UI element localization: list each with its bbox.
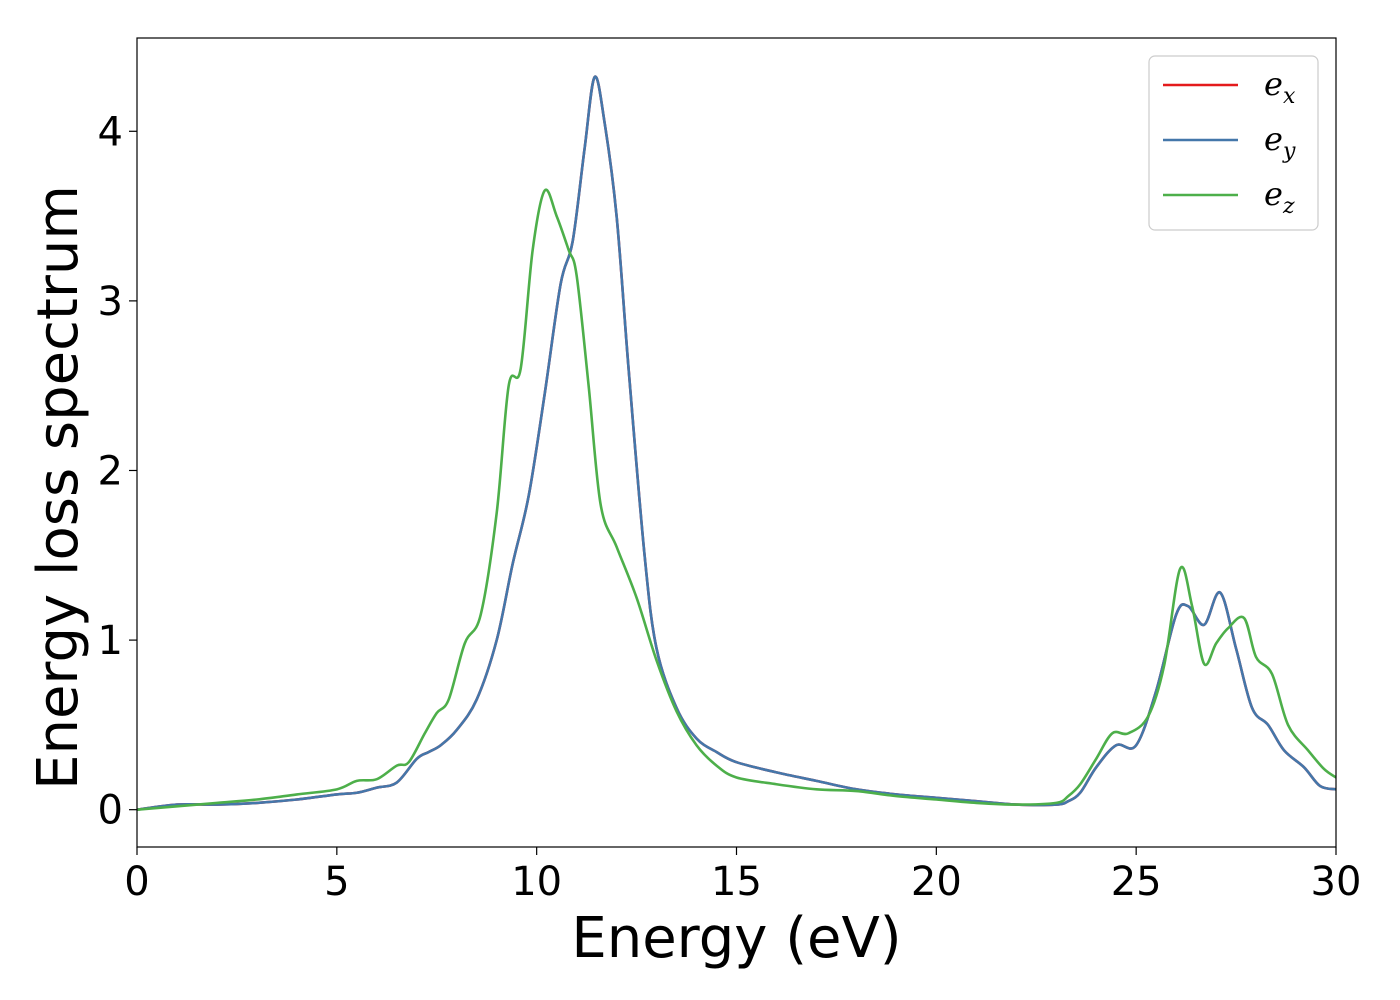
x-tick-label: 15 [711, 859, 762, 905]
y-axis-label: Energy loss spectrum [26, 185, 91, 790]
series-line-ey [137, 75, 1336, 811]
x-tick-label: 20 [911, 859, 962, 905]
y-tick-label: 1 [98, 618, 123, 664]
y-tick-label: 4 [98, 109, 123, 155]
x-tick-label: 30 [1311, 859, 1362, 905]
x-tick-label: 5 [324, 859, 349, 905]
legend: ex ey ez [1148, 55, 1319, 231]
y-tick-label: 3 [98, 279, 123, 325]
x-tick-label: 0 [124, 859, 149, 905]
y-tick-label: 2 [98, 448, 123, 494]
series-line-ez [137, 188, 1336, 811]
x-axis: 0 5 10 15 20 25 30 [124, 847, 1361, 905]
legend-box [1148, 55, 1319, 231]
y-axis: 0 1 2 3 4 [98, 109, 137, 834]
x-tick-label: 25 [1111, 859, 1162, 905]
legend-label: ey [1264, 120, 1296, 164]
series-layer [137, 75, 1336, 811]
y-tick-label: 0 [98, 788, 123, 834]
x-axis-label: Energy (eV) [571, 906, 901, 971]
legend-label: ex [1264, 65, 1296, 109]
legend-label: ez [1264, 175, 1295, 219]
x-tick-label: 10 [511, 859, 562, 905]
